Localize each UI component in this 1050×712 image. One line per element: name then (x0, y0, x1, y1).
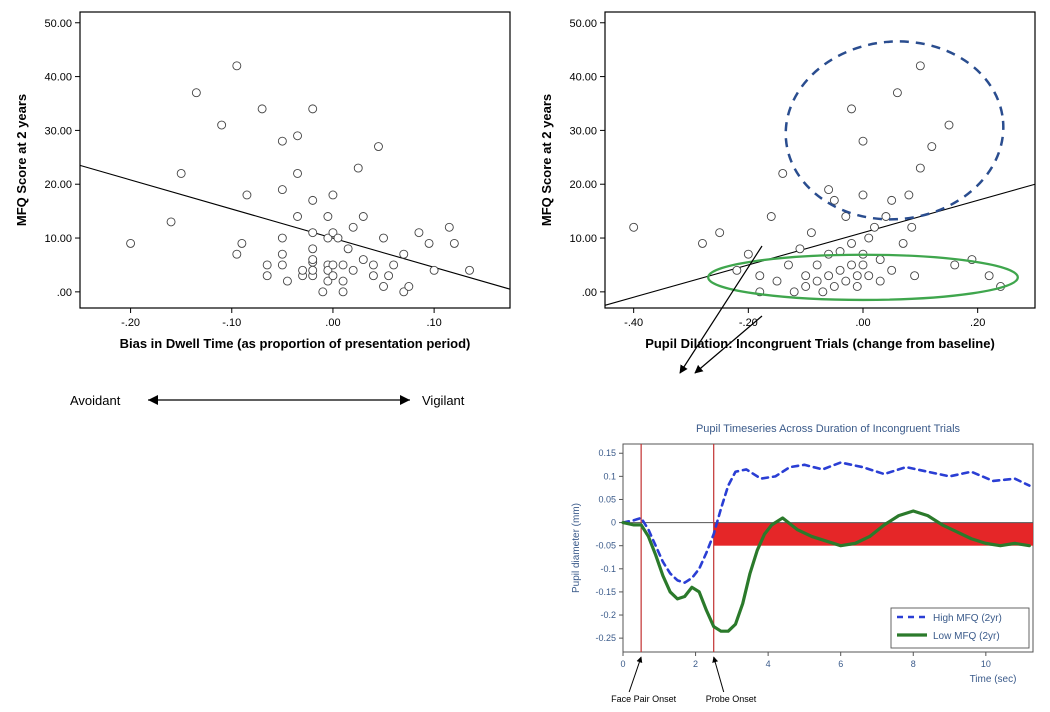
svg-text:High MFQ (2yr): High MFQ (2yr) (933, 613, 1002, 624)
svg-text:Pupil diameter (mm): Pupil diameter (mm) (571, 503, 582, 593)
svg-text:10.00: 10.00 (569, 233, 597, 245)
svg-text:30.00: 30.00 (569, 125, 597, 137)
svg-text:0.05: 0.05 (598, 494, 616, 504)
timeseries-panel: Pupil Timeseries Across Duration of Inco… (565, 418, 1045, 708)
svg-text:Avoidant: Avoidant (70, 393, 121, 408)
svg-text:50.00: 50.00 (569, 18, 597, 30)
svg-text:-.40: -.40 (624, 317, 643, 329)
svg-text:8: 8 (911, 659, 916, 669)
svg-text:2: 2 (693, 659, 698, 669)
svg-text:30.00: 30.00 (44, 125, 72, 137)
avoidant-vigilant-arrow: Avoidant Vigilant (60, 388, 480, 416)
right-scatter-svg: -.40 -.20 .00 .20 .00 10.00 20.00 30.00 40.00 50.… (535, 0, 1050, 360)
svg-text:Bias in Dwell Time (as proport: Bias in Dwell Time (as proportion of pre… (120, 336, 471, 351)
svg-text:-.10: -.10 (222, 317, 241, 329)
svg-text:.00: .00 (57, 287, 72, 299)
svg-text:-0.1: -0.1 (600, 564, 616, 574)
svg-text:MFQ Score at 2 years: MFQ Score at 2 years (539, 94, 554, 226)
svg-text:40.00: 40.00 (569, 72, 597, 84)
svg-text:6: 6 (838, 659, 843, 669)
svg-text:-.20: -.20 (121, 317, 140, 329)
svg-text:MFQ Score at 2 years: MFQ Score at 2 years (14, 94, 29, 226)
svg-text:50.00: 50.00 (44, 18, 72, 30)
svg-text:10.00: 10.00 (44, 233, 72, 245)
svg-text:.00: .00 (855, 317, 870, 329)
svg-text:0.1: 0.1 (603, 471, 616, 481)
svg-text:-0.05: -0.05 (595, 541, 616, 551)
svg-text:Face Pair Onset: Face Pair Onset (611, 694, 677, 704)
svg-text:.00: .00 (325, 317, 340, 329)
svg-text:Vigilant: Vigilant (422, 393, 465, 408)
svg-text:10: 10 (981, 659, 991, 669)
svg-text:Pupil Dilation: Incongruent Tr: Pupil Dilation: Incongruent Trials (chan… (645, 336, 995, 351)
svg-text:40.00: 40.00 (44, 72, 72, 84)
svg-text:20.00: 20.00 (44, 179, 72, 191)
svg-text:Low MFQ (2yr): Low MFQ (2yr) (933, 631, 1000, 642)
svg-text:-0.2: -0.2 (600, 610, 616, 620)
left-scatter-panel: -.20 -.10 .00 .10 .00 10.00 20.00 30.00 40.00 50.… (10, 0, 525, 360)
svg-text:.00: .00 (582, 287, 597, 299)
svg-text:.20: .20 (970, 317, 985, 329)
svg-text:-0.15: -0.15 (595, 587, 616, 597)
svg-text:Probe Onset: Probe Onset (706, 694, 757, 704)
svg-text:20.00: 20.00 (569, 179, 597, 191)
timeseries-svg: Pupil Timeseries Across Duration of Inco… (565, 418, 1045, 708)
svg-text:.10: .10 (426, 317, 441, 329)
svg-text:0.15: 0.15 (598, 448, 616, 458)
svg-text:0: 0 (620, 659, 625, 669)
svg-text:-0.25: -0.25 (595, 633, 616, 643)
svg-text:Pupil Timeseries Across Durati: Pupil Timeseries Across Duration of Inco… (696, 423, 961, 435)
left-scatter-svg: -.20 -.10 .00 .10 .00 10.00 20.00 30.00 40.00 50.… (10, 0, 525, 360)
arrow-svg: Avoidant Vigilant (60, 388, 480, 416)
svg-text:0: 0 (611, 518, 616, 528)
svg-text:4: 4 (766, 659, 771, 669)
right-scatter-panel: -.40 -.20 .00 .20 .00 10.00 20.00 30.00 40.00 50.… (535, 0, 1050, 360)
svg-text:Time (sec): Time (sec) (970, 674, 1017, 685)
svg-text:-.20: -.20 (739, 317, 758, 329)
